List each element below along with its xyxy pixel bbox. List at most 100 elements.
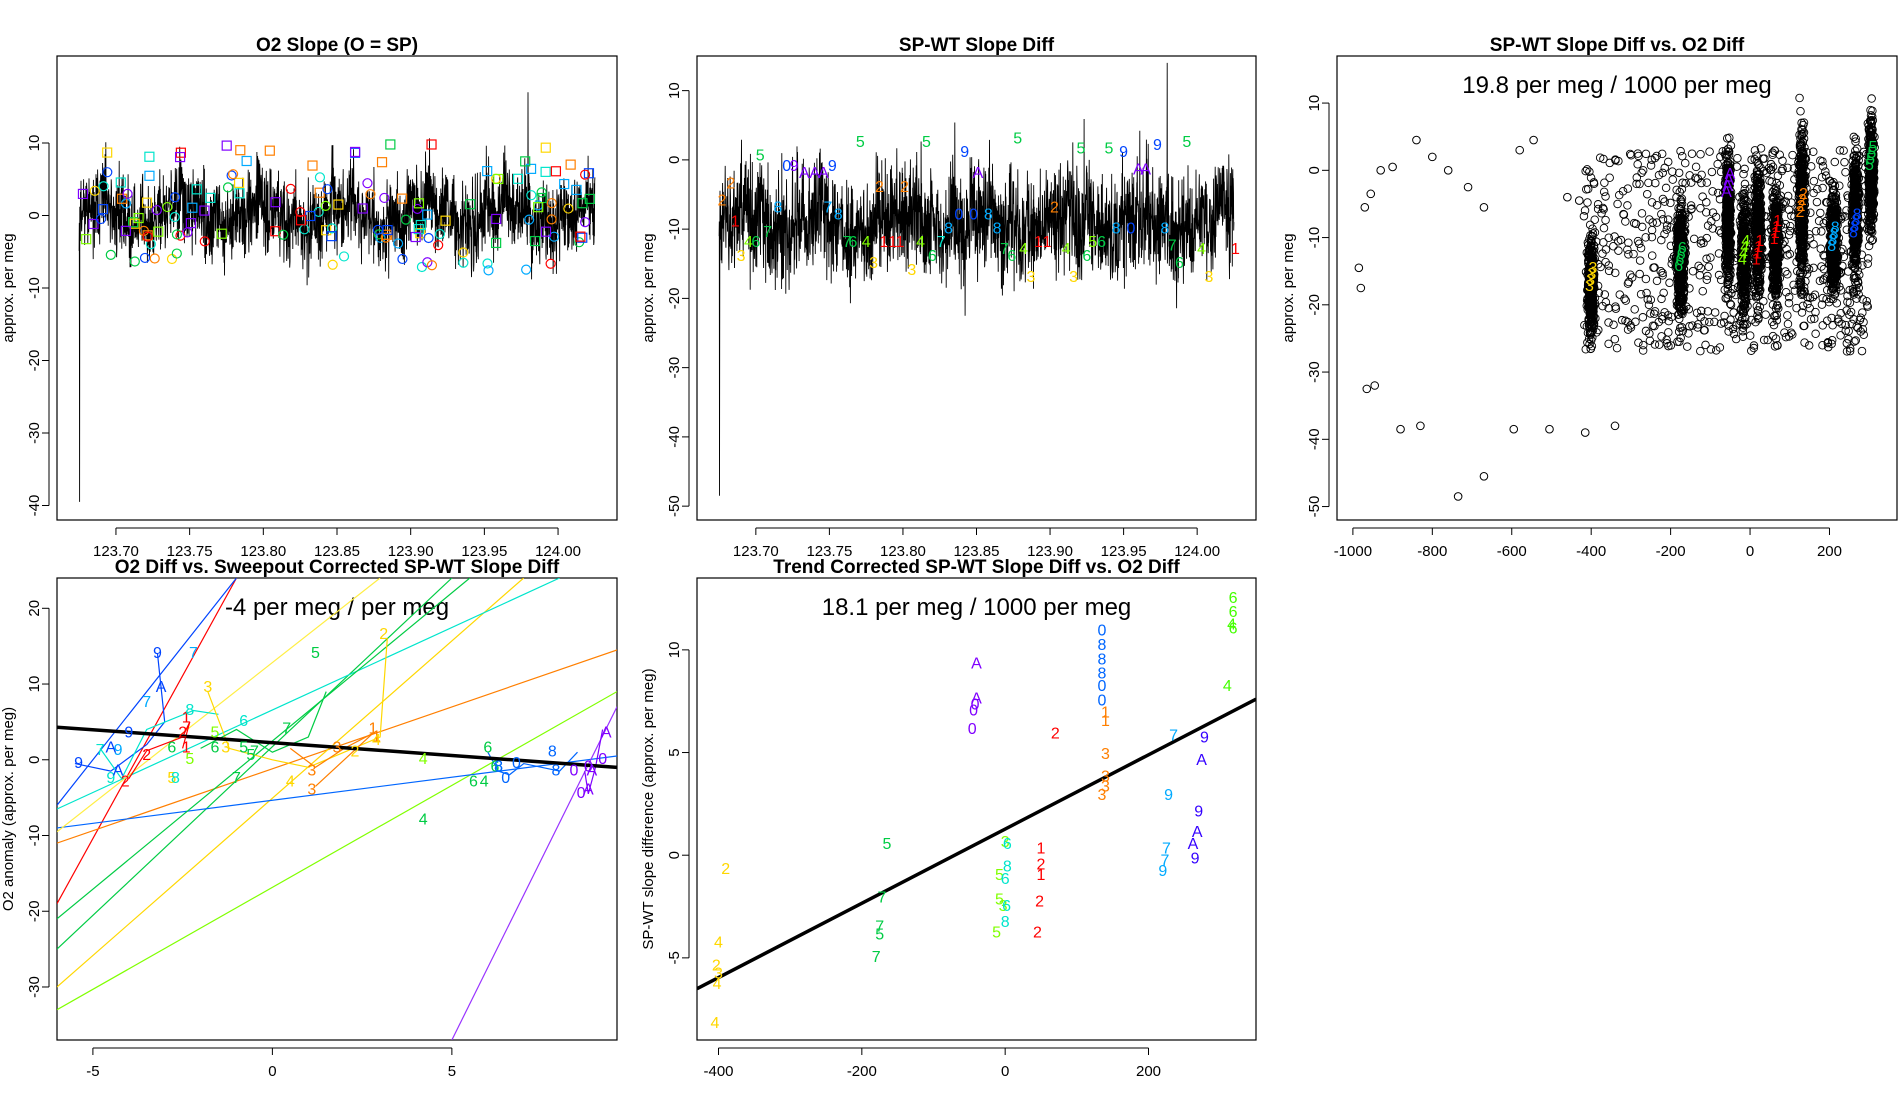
scatter-point — [1634, 338, 1643, 347]
scatter-point — [1685, 171, 1694, 180]
data-label: A — [799, 165, 810, 182]
scatter-point — [1388, 162, 1397, 172]
circle-marker — [423, 232, 434, 244]
scatter-point — [1674, 327, 1684, 337]
scatter-point — [1663, 157, 1673, 167]
scatter-point — [1696, 239, 1706, 248]
y-tick-label: -10 — [1306, 227, 1323, 249]
scatter-point — [1590, 244, 1599, 253]
scatter-point — [1529, 135, 1538, 145]
scatter-point — [1700, 317, 1709, 326]
square-marker — [376, 157, 388, 168]
scatter-point — [1724, 169, 1734, 178]
scatter-point — [1641, 233, 1650, 242]
scatter-point — [1647, 232, 1657, 242]
scatter-point — [1816, 156, 1825, 165]
data-label: 7 — [96, 742, 105, 759]
series-line — [718, 62, 1235, 496]
data-label: 8 — [834, 207, 843, 224]
data-label: 0 — [954, 207, 963, 224]
scatter-point — [1586, 344, 1596, 354]
scatter-point — [1754, 257, 1763, 266]
data-label: 8 — [185, 702, 194, 719]
scatter-point — [1657, 235, 1666, 245]
scatter-point — [1796, 272, 1805, 282]
scatter-point — [1812, 197, 1822, 207]
data-label: 9 — [74, 755, 83, 772]
data-label: 2 — [718, 193, 727, 210]
scatter-point — [1721, 213, 1730, 223]
scatter-point — [1863, 259, 1872, 269]
scatter-point — [1678, 151, 1687, 161]
circle-marker — [142, 231, 153, 242]
cluster-label: 4 — [1741, 233, 1750, 250]
data-label: 4 — [1062, 241, 1071, 258]
scatter-point — [1722, 215, 1732, 225]
scatter-point — [1795, 196, 1805, 205]
square-marker — [493, 173, 504, 185]
scatter-point — [1752, 301, 1762, 311]
x-tick-label: -200 — [1656, 543, 1686, 560]
scatter-point — [1768, 257, 1778, 267]
scatter-point — [1614, 246, 1623, 255]
scatter-point — [1667, 312, 1676, 322]
circle-marker — [400, 214, 412, 225]
scatter-point — [1701, 208, 1711, 217]
x-tick-label: 123.85 — [314, 543, 360, 560]
square-marker — [415, 219, 426, 231]
scatter-point — [1657, 294, 1666, 304]
circle-marker — [482, 258, 493, 269]
scatter-point — [1804, 341, 1814, 350]
scatter-point — [1835, 146, 1845, 155]
fit-annotation: -4 per meg / per meg — [225, 594, 449, 621]
scatter-point — [1696, 150, 1705, 159]
scatter-point — [1823, 338, 1833, 348]
circle-marker — [171, 229, 183, 240]
scatter-point — [1759, 335, 1769, 345]
circle-marker — [102, 167, 113, 178]
square-marker — [221, 140, 232, 151]
scatter-point — [1773, 226, 1783, 236]
scatter-point — [1739, 254, 1748, 263]
square-marker — [216, 228, 227, 239]
circle-marker — [105, 249, 116, 260]
scatter-point — [1811, 329, 1820, 339]
scatter-point — [1599, 187, 1609, 197]
scatter-point — [1354, 263, 1364, 273]
data-label: 2 — [875, 179, 884, 196]
scatter-point — [1809, 147, 1818, 157]
scatter-point — [1739, 298, 1749, 308]
y-tick-label: 20 — [26, 600, 43, 617]
data-label: 9 — [124, 724, 133, 741]
y-tick-label: -40 — [666, 426, 683, 448]
scatter-point — [1754, 219, 1764, 229]
y-tick-label: -30 — [666, 357, 683, 379]
scatter-point — [1587, 256, 1597, 265]
scatter-point — [1675, 263, 1685, 272]
scatter-point — [1726, 228, 1735, 238]
scatter-point — [1766, 165, 1776, 174]
x-tick-label: -5 — [86, 1063, 99, 1080]
data-label: 9 — [114, 742, 123, 759]
data-label: 7 — [250, 743, 259, 760]
scatter-point — [1687, 149, 1697, 158]
square-marker — [530, 235, 541, 247]
scatter-point — [1785, 221, 1795, 231]
scatter-point — [1674, 168, 1684, 178]
square-marker — [235, 145, 246, 156]
scatter-point — [1740, 164, 1749, 174]
scatter-point — [1753, 199, 1763, 209]
scatter-point — [1798, 268, 1807, 278]
scatter-point — [1853, 278, 1863, 288]
scatter-point — [1610, 334, 1620, 344]
scatter-point — [1772, 300, 1782, 310]
scatter-point — [1739, 263, 1749, 273]
scatter-point — [1771, 223, 1781, 233]
scatter-point — [1681, 178, 1690, 188]
scatter-point — [1635, 269, 1644, 279]
scatter-point — [1674, 237, 1683, 246]
scatter-point — [1366, 189, 1376, 199]
square-marker — [77, 188, 89, 200]
scatter-point — [1691, 162, 1701, 172]
data-label: 7 — [937, 234, 946, 251]
